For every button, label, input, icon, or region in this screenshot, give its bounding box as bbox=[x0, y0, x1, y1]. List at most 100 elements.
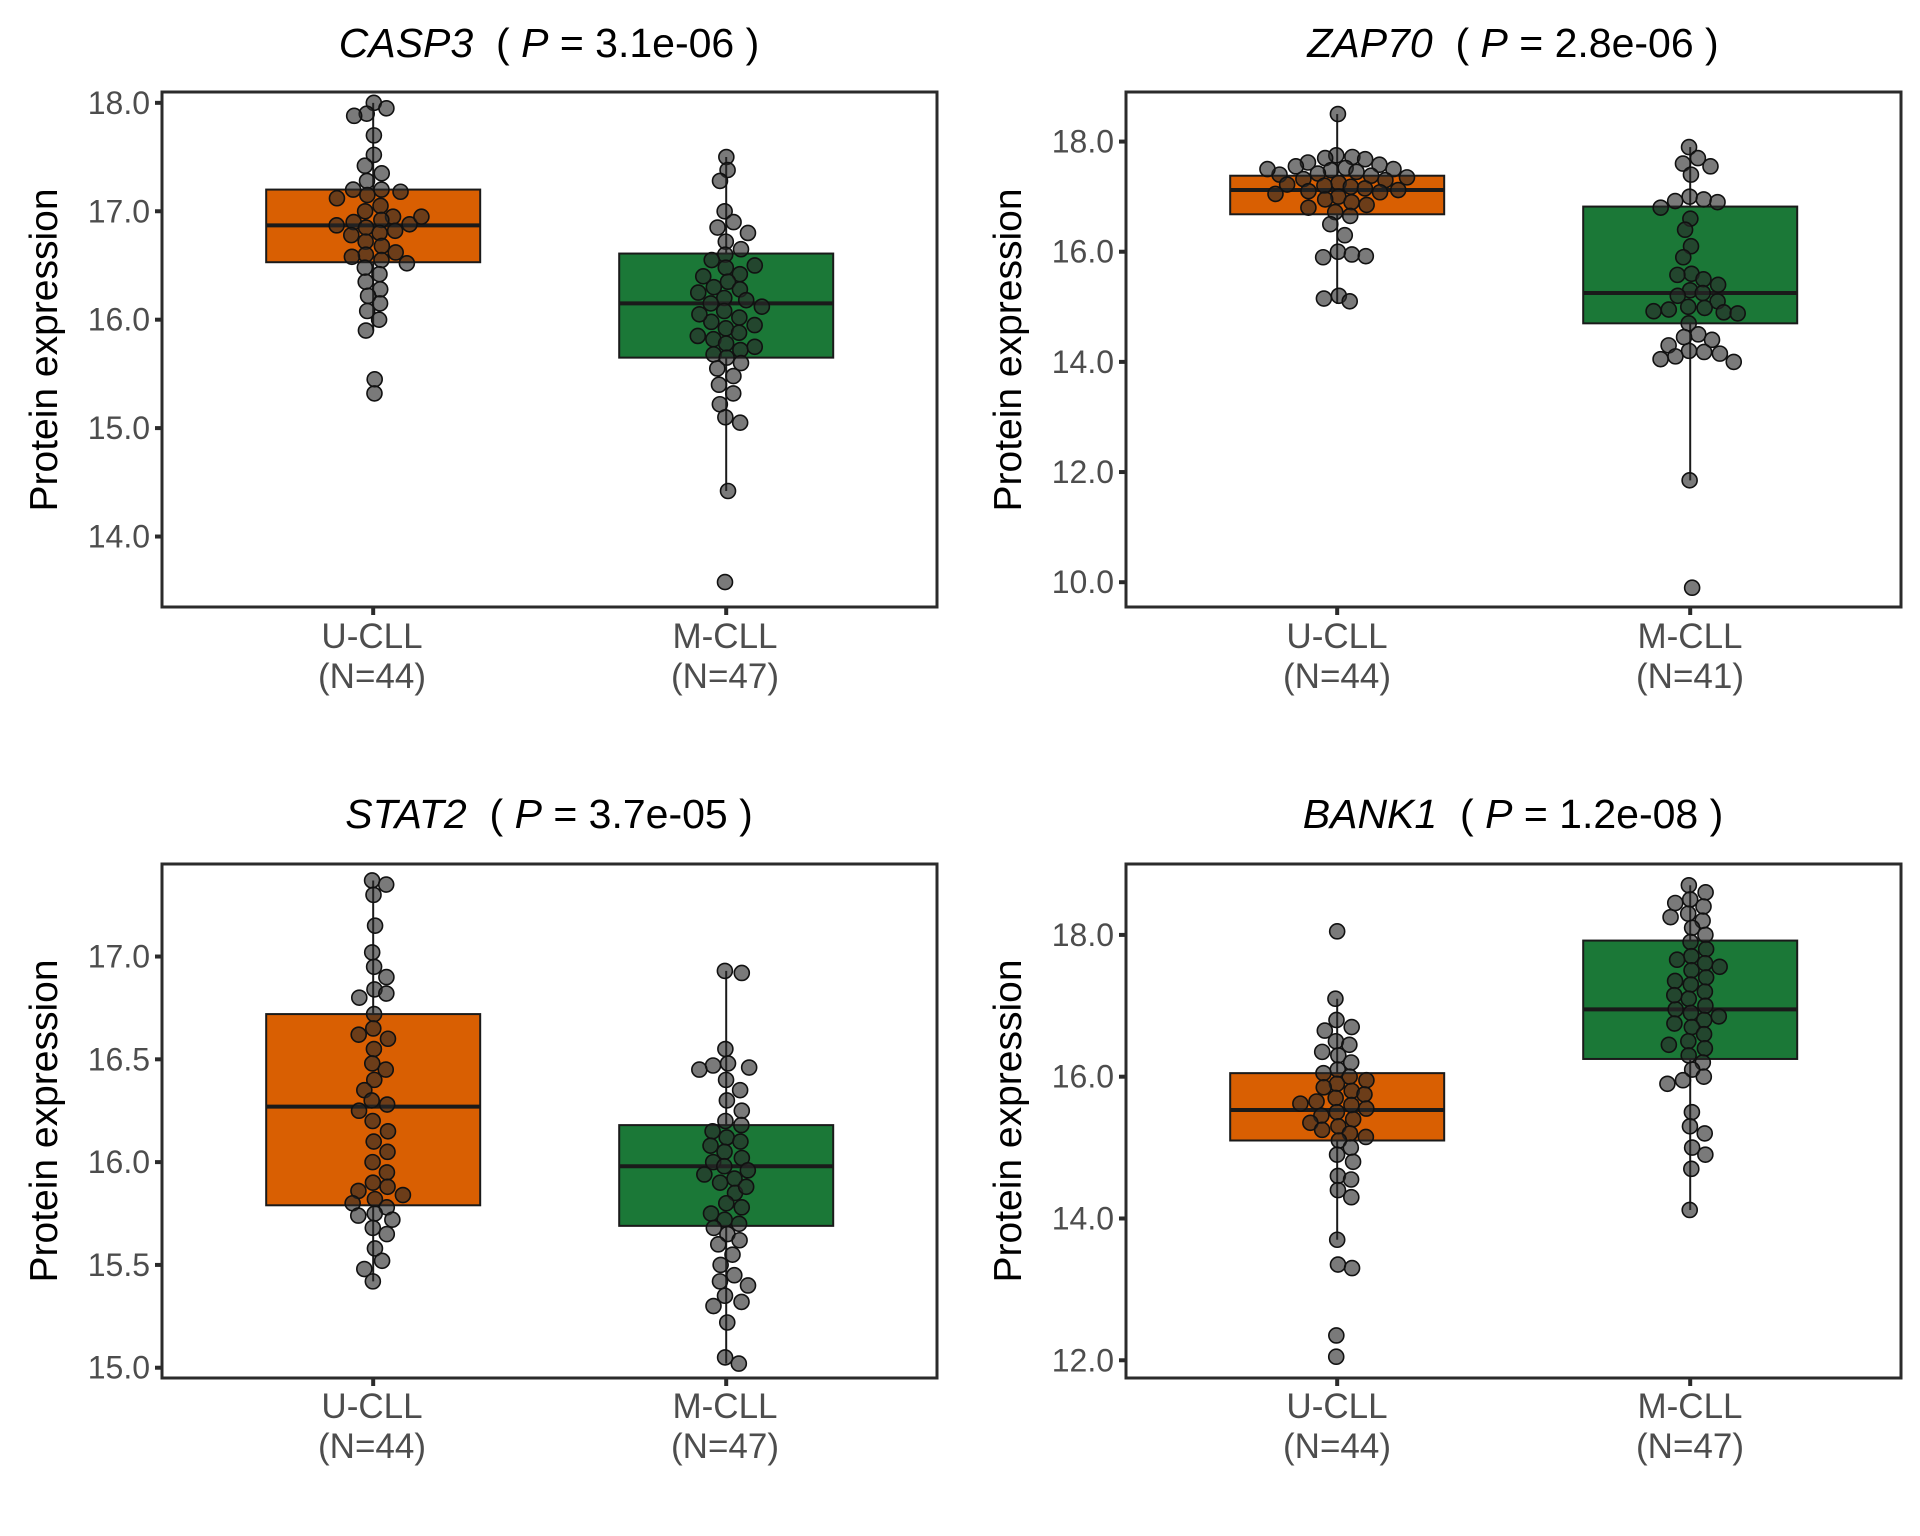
data-point bbox=[1328, 923, 1346, 940]
data-point bbox=[730, 1215, 748, 1233]
y-tick-label: 12.0 bbox=[1052, 454, 1114, 490]
data-point bbox=[1681, 1201, 1699, 1219]
data-point bbox=[719, 1055, 737, 1072]
data-point bbox=[1666, 1015, 1683, 1032]
data-point bbox=[373, 1252, 391, 1270]
x-label-u-cll: U-CLL bbox=[1286, 1387, 1387, 1426]
y-axis-title: Protein expression bbox=[987, 188, 1030, 511]
data-point bbox=[716, 573, 734, 591]
data-point bbox=[365, 886, 382, 904]
data-point bbox=[1683, 1139, 1701, 1156]
data-point bbox=[1709, 193, 1726, 211]
data-point bbox=[1329, 105, 1347, 123]
p-value: = 3.7e-05 ) bbox=[542, 791, 753, 837]
data-point bbox=[363, 944, 381, 961]
data-point bbox=[1652, 199, 1669, 216]
y-tick-label: 10.0 bbox=[1052, 564, 1114, 600]
panel-bank1: BANK1 ( P = 1.2e-08 ) Protein expression… bbox=[987, 791, 1903, 1466]
data-point bbox=[1681, 1118, 1699, 1135]
data-point bbox=[378, 1225, 396, 1243]
plot-content: 12.0 14.0 16.0 18.0 bbox=[1052, 876, 1799, 1386]
data-point bbox=[1680, 342, 1698, 360]
y-axis-title: Protein expression bbox=[23, 959, 66, 1282]
data-point bbox=[365, 958, 383, 976]
data-point bbox=[349, 1207, 367, 1224]
panel-stat2: STAT2 ( P = 3.7e-05 ) Protein expression… bbox=[23, 791, 939, 1466]
data-point bbox=[716, 1349, 734, 1366]
y-tick-label: 14.0 bbox=[88, 519, 150, 555]
data-point bbox=[731, 414, 749, 431]
data-point bbox=[1697, 1146, 1714, 1163]
data-point bbox=[1695, 1068, 1713, 1085]
gene-name: BANK1 bbox=[1303, 791, 1437, 837]
data-point bbox=[1696, 299, 1713, 317]
data-point bbox=[356, 1260, 373, 1278]
data-point bbox=[365, 1005, 383, 1023]
plot-frame bbox=[1124, 862, 1903, 1380]
x-label-u-cll: U-CLL bbox=[321, 617, 422, 656]
data-point bbox=[363, 1092, 381, 1109]
data-point bbox=[1689, 149, 1707, 167]
data-point bbox=[716, 1157, 733, 1175]
data-point bbox=[1680, 138, 1698, 156]
data-point bbox=[356, 202, 374, 220]
y-tick-label: 16.0 bbox=[88, 1144, 150, 1180]
data-point bbox=[1711, 958, 1728, 976]
data-point bbox=[702, 295, 720, 312]
data-point bbox=[1329, 243, 1347, 261]
data-point bbox=[1341, 1036, 1358, 1054]
data-point bbox=[357, 322, 375, 339]
data-point bbox=[1341, 207, 1359, 225]
x-label-u-cll: U-CLL bbox=[321, 1387, 422, 1426]
data-point bbox=[1697, 926, 1714, 944]
data-point bbox=[356, 259, 374, 276]
data-point bbox=[724, 385, 742, 402]
data-point bbox=[1341, 293, 1359, 310]
data-point bbox=[1725, 353, 1743, 371]
data-point bbox=[1329, 1181, 1347, 1199]
p-value: = 1.2e-08 ) bbox=[1512, 791, 1723, 837]
data-point bbox=[1676, 221, 1694, 239]
panel-title: CASP3 ( P = 3.1e-06 ) bbox=[339, 20, 760, 66]
data-point bbox=[1343, 246, 1361, 263]
data-point bbox=[379, 1030, 397, 1048]
data-point bbox=[717, 259, 735, 276]
data-point bbox=[717, 408, 734, 426]
data-point bbox=[732, 1133, 749, 1150]
data-point bbox=[1357, 247, 1375, 265]
data-point bbox=[1329, 1256, 1347, 1273]
data-point bbox=[377, 876, 395, 893]
data-point bbox=[1645, 302, 1662, 320]
x-count-u-cll: (N=44) bbox=[1283, 1427, 1391, 1466]
gene-name: ZAP70 bbox=[1306, 20, 1433, 66]
data-point bbox=[733, 1102, 751, 1120]
data-point bbox=[365, 1040, 383, 1058]
data-point bbox=[1652, 350, 1669, 368]
data-point bbox=[1308, 1093, 1325, 1110]
data-point bbox=[1667, 1001, 1684, 1018]
data-point bbox=[1674, 155, 1692, 172]
data-point bbox=[1356, 1086, 1373, 1103]
data-point bbox=[1715, 304, 1733, 321]
data-point bbox=[1669, 266, 1686, 284]
data-point bbox=[378, 968, 395, 986]
data-point bbox=[1300, 199, 1317, 216]
title-open-paren: ( bbox=[490, 791, 504, 837]
data-point bbox=[365, 127, 383, 144]
data-point bbox=[1696, 1040, 1714, 1057]
data-point bbox=[1292, 1095, 1309, 1112]
data-point bbox=[710, 376, 728, 394]
data-point bbox=[1675, 328, 1693, 346]
data-point bbox=[1315, 1079, 1333, 1096]
data-point bbox=[1666, 972, 1684, 990]
data-point bbox=[718, 349, 735, 366]
y-axis-title: Protein expression bbox=[987, 959, 1030, 1282]
data-point bbox=[702, 1137, 719, 1154]
data-point bbox=[366, 917, 384, 934]
x-count-m-cll: (N=47) bbox=[1636, 1427, 1744, 1466]
y-tick-label: 17.0 bbox=[88, 193, 150, 229]
data-point bbox=[363, 872, 381, 889]
panel-title: BANK1 ( P = 1.2e-08 ) bbox=[1303, 791, 1724, 837]
data-point bbox=[364, 1020, 382, 1037]
data-point bbox=[1660, 1036, 1678, 1054]
